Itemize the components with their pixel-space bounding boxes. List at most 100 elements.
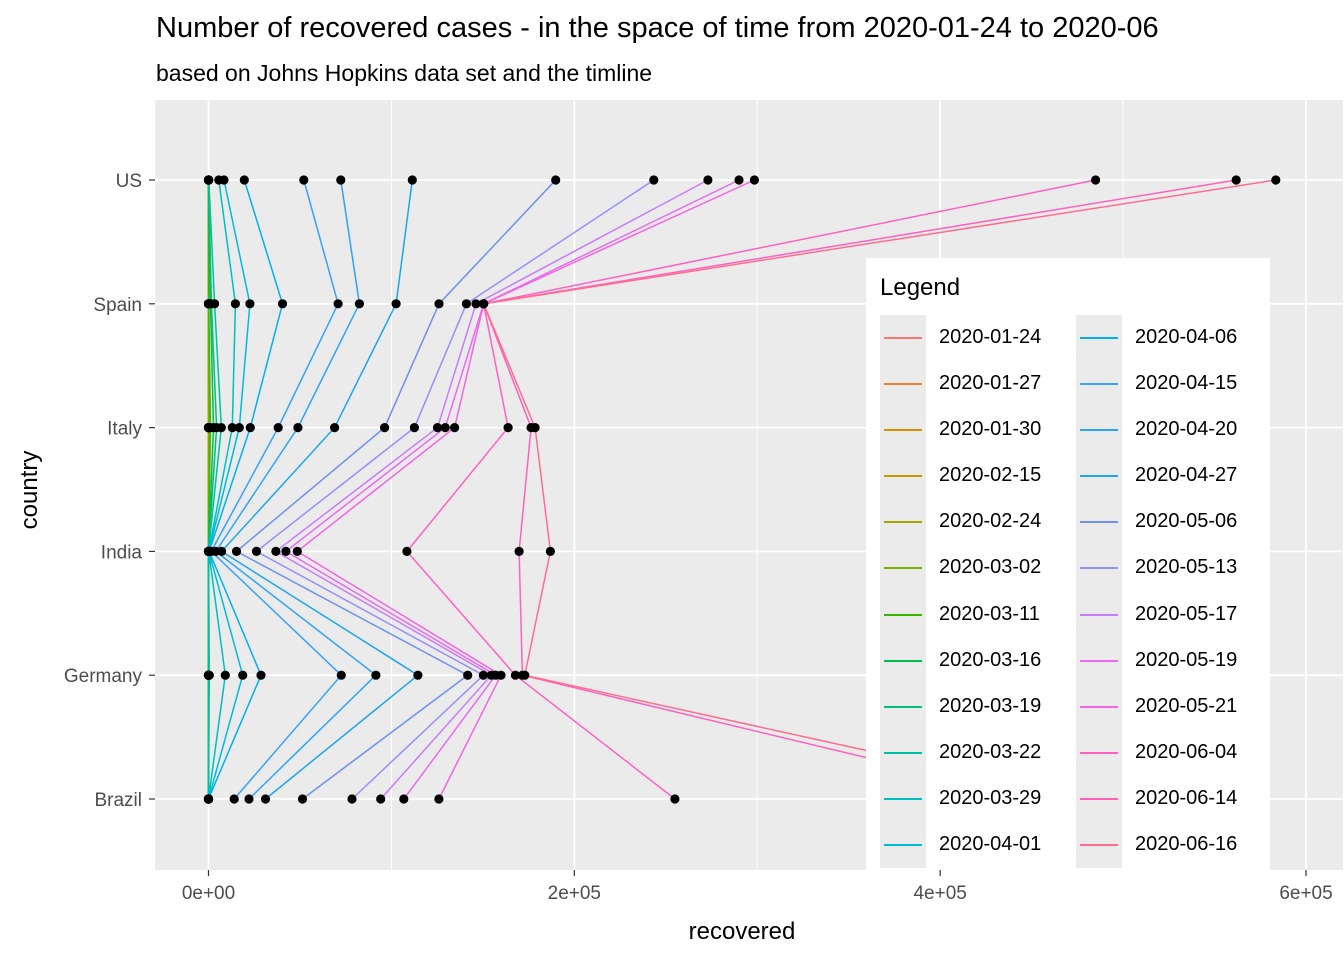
legend-item: 2020-06-14 (1076, 775, 1266, 823)
data-point (1271, 175, 1281, 185)
x-tick-label: 6e+05 (1279, 883, 1332, 904)
data-point (217, 546, 227, 557)
data-point (293, 423, 303, 433)
data-point (432, 423, 443, 433)
data-point (204, 175, 214, 185)
x-tick-label: 2e+05 (548, 883, 601, 904)
legend-swatch (1080, 751, 1118, 754)
legend-label: 2020-04-01 (939, 833, 1042, 856)
series-line (405, 179, 1096, 800)
data-point (479, 299, 489, 309)
legend-swatch (1080, 705, 1118, 708)
series-line (207, 179, 237, 800)
data-point (292, 546, 302, 557)
legend-swatch (1080, 475, 1118, 478)
data-point (670, 794, 680, 804)
legend-label: 2020-02-24 (939, 510, 1042, 533)
legend-label: 2020-06-16 (1135, 833, 1238, 856)
data-point (297, 794, 308, 804)
y-tick-label: Spain (93, 295, 142, 316)
legend-item: 2020-02-15 (880, 453, 1070, 500)
legend-item: 2020-02-24 (880, 499, 1070, 546)
legend-item: 2020-03-11 (880, 591, 1070, 638)
legend-label: 2020-01-24 (939, 326, 1042, 348)
series-line (295, 179, 755, 800)
data-point (413, 670, 423, 680)
legend-key (1076, 499, 1122, 546)
legend-key (880, 361, 926, 408)
legend-column-1: 2020-01-24 2020-01-27 2020-01-30 2020-02-15… (880, 315, 1070, 869)
legend-item: 2020-04-27 (1076, 453, 1266, 500)
legend-label: 2020-06-14 (1135, 786, 1238, 809)
series-line (284, 179, 740, 800)
chart-subtitle: based on Johns Hopkins data set and the … (156, 60, 653, 86)
data-point (434, 299, 444, 309)
data-point (271, 546, 281, 557)
data-point (227, 423, 237, 433)
data-point (230, 299, 240, 309)
y-tick-label: US (116, 171, 142, 192)
data-point (333, 299, 343, 309)
data-point (219, 175, 229, 185)
data-point (354, 299, 364, 309)
legend-swatch (884, 383, 922, 386)
legend-label: 2020-05-17 (1135, 602, 1238, 625)
data-point (514, 546, 524, 557)
legend-key (880, 637, 926, 684)
legend-swatch (884, 613, 922, 616)
data-point (336, 670, 346, 680)
legend-item: 2020-06-04 (1076, 729, 1266, 776)
y-tick-label: India (101, 542, 143, 563)
data-point (551, 175, 561, 185)
legend-label: 2020-06-04 (1135, 740, 1238, 763)
legend-item: 2020-05-13 (1076, 545, 1266, 592)
legend-item: 2020-03-16 (880, 637, 1070, 684)
legend-label: 2020-05-13 (1135, 556, 1238, 579)
legend-key (880, 591, 926, 638)
legend-swatch (884, 521, 922, 524)
legend-label: 2020-03-19 (939, 694, 1042, 717)
legend-key (1076, 729, 1122, 776)
series-line (220, 179, 420, 800)
legend-key (1076, 545, 1122, 592)
legend-swatch (1080, 521, 1118, 524)
legend-key (1076, 637, 1122, 684)
legend-swatch (884, 705, 922, 708)
legend-swatch (1080, 429, 1118, 432)
data-point (749, 175, 760, 185)
data-point (336, 175, 346, 185)
legend-label: 2020-04-27 (1135, 464, 1238, 487)
series-line (482, 179, 1237, 800)
legend-item: 2020-01-27 (880, 361, 1070, 408)
legend-swatch (884, 844, 922, 847)
y-tick-label: Brazil (94, 790, 142, 811)
data-point (376, 794, 386, 804)
data-point (220, 670, 230, 680)
legend-label: 2020-03-29 (939, 786, 1042, 809)
series-line (207, 179, 223, 800)
data-points (203, 175, 1281, 804)
legend-item: 2020-04-20 (1076, 407, 1266, 454)
data-point (471, 299, 481, 309)
legend-item: 2020-04-01 (880, 822, 1070, 869)
legend-key (880, 315, 926, 362)
legend-swatch (1080, 797, 1118, 800)
legend-label: 2020-01-30 (939, 418, 1042, 441)
legend-label: 2020-04-06 (1135, 326, 1238, 348)
legend-key (1076, 683, 1122, 730)
data-point (204, 670, 214, 680)
data-point (273, 423, 283, 433)
legend-item: 2020-03-29 (880, 775, 1070, 823)
legend-key (880, 545, 926, 592)
legend-key (880, 729, 926, 776)
legend-swatch (884, 751, 922, 754)
legend-item: 2020-01-30 (880, 407, 1070, 454)
legend-key (880, 407, 926, 454)
legend-swatch (1080, 383, 1118, 386)
data-point (520, 670, 530, 680)
data-point (649, 175, 659, 185)
legend-label: 2020-05-19 (1135, 648, 1238, 671)
legend-label: 2020-03-22 (939, 740, 1042, 763)
x-axis-title: recovered (689, 918, 796, 945)
legend-label: 2020-03-16 (939, 648, 1042, 671)
